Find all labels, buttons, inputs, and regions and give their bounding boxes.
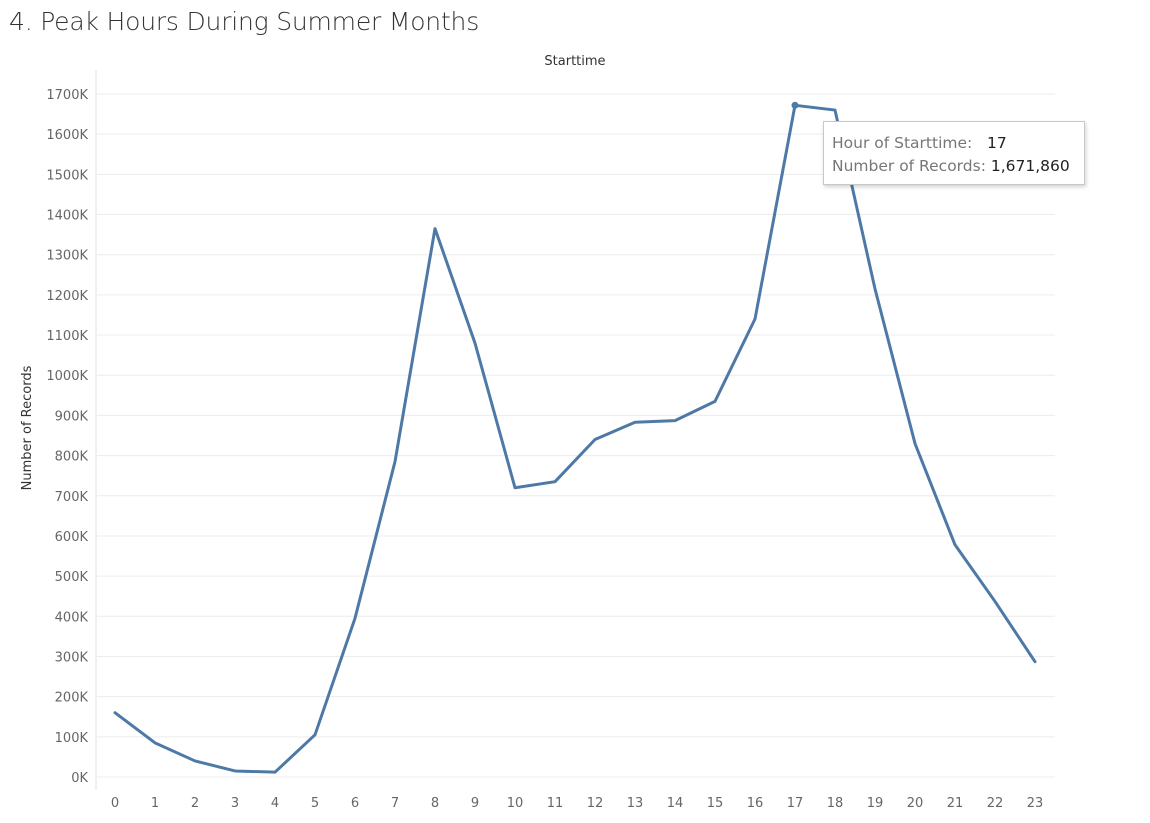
data-point-highlight[interactable] bbox=[791, 101, 799, 109]
y-tick-label: 1500K bbox=[46, 168, 88, 183]
y-tick-label: 1000K bbox=[46, 369, 88, 384]
x-tick-label: 10 bbox=[507, 796, 524, 811]
x-tick-label: 16 bbox=[747, 796, 764, 811]
y-tick-label: 1400K bbox=[46, 209, 88, 224]
x-tick-label: 23 bbox=[1027, 796, 1044, 811]
x-tick-label: 15 bbox=[707, 796, 724, 811]
y-tick-label: 200K bbox=[55, 691, 89, 706]
y-tick-label: 900K bbox=[55, 409, 89, 424]
x-tick-label: 6 bbox=[351, 796, 359, 811]
y-tick-label: 0K bbox=[71, 771, 88, 786]
y-tick-label: 100K bbox=[55, 731, 89, 746]
x-tick-label: 18 bbox=[827, 796, 844, 811]
y-tick-label: 500K bbox=[55, 570, 89, 585]
x-tick-label: 12 bbox=[587, 796, 604, 811]
x-tick-label: 14 bbox=[667, 796, 684, 811]
x-tick-label: 0 bbox=[111, 796, 119, 811]
x-tick-label: 3 bbox=[231, 796, 239, 811]
y-tick-label: 1100K bbox=[46, 329, 88, 344]
y-tick-label: 300K bbox=[55, 650, 89, 665]
x-tick-label: 9 bbox=[471, 796, 479, 811]
x-tick-label: 1 bbox=[151, 796, 159, 811]
tooltip: Hour of Starttime: 17 Number of Records:… bbox=[823, 121, 1085, 185]
y-axis-title: Number of Records bbox=[20, 365, 35, 490]
x-tick-label: 7 bbox=[391, 796, 399, 811]
tooltip-records-value: 1,671,860 bbox=[990, 157, 1070, 175]
y-tick-label: 1200K bbox=[46, 289, 88, 304]
tooltip-hour-label: Hour of Starttime: bbox=[832, 134, 973, 152]
x-tick-label: 11 bbox=[547, 796, 564, 811]
tooltip-records-label: Number of Records: bbox=[832, 157, 986, 175]
x-tick-label: 2 bbox=[191, 796, 199, 811]
y-tick-label: 1700K bbox=[46, 88, 88, 103]
y-tick-label: 700K bbox=[55, 490, 89, 505]
x-tick-label: 17 bbox=[787, 796, 804, 811]
x-tick-label: 19 bbox=[867, 796, 884, 811]
x-tick-label: 20 bbox=[907, 796, 924, 811]
y-tick-label: 1300K bbox=[46, 249, 88, 264]
series-line bbox=[113, 103, 1037, 774]
x-tick-label: 13 bbox=[627, 796, 644, 811]
x-tick-label: 21 bbox=[947, 796, 964, 811]
chart-title: Starttime bbox=[544, 54, 605, 69]
tooltip-hour-value: 17 bbox=[987, 134, 1007, 152]
page-title: 4. Peak Hours During Summer Months bbox=[9, 7, 480, 36]
x-tick-label: 8 bbox=[431, 796, 439, 811]
x-tick-label: 22 bbox=[987, 796, 1004, 811]
y-tick-label: 600K bbox=[55, 530, 89, 545]
y-tick-label: 800K bbox=[55, 450, 89, 465]
y-tick-label: 400K bbox=[55, 610, 89, 625]
x-tick-label: 4 bbox=[271, 796, 279, 811]
x-tick-label: 5 bbox=[311, 796, 319, 811]
y-tick-label: 1600K bbox=[46, 128, 88, 143]
